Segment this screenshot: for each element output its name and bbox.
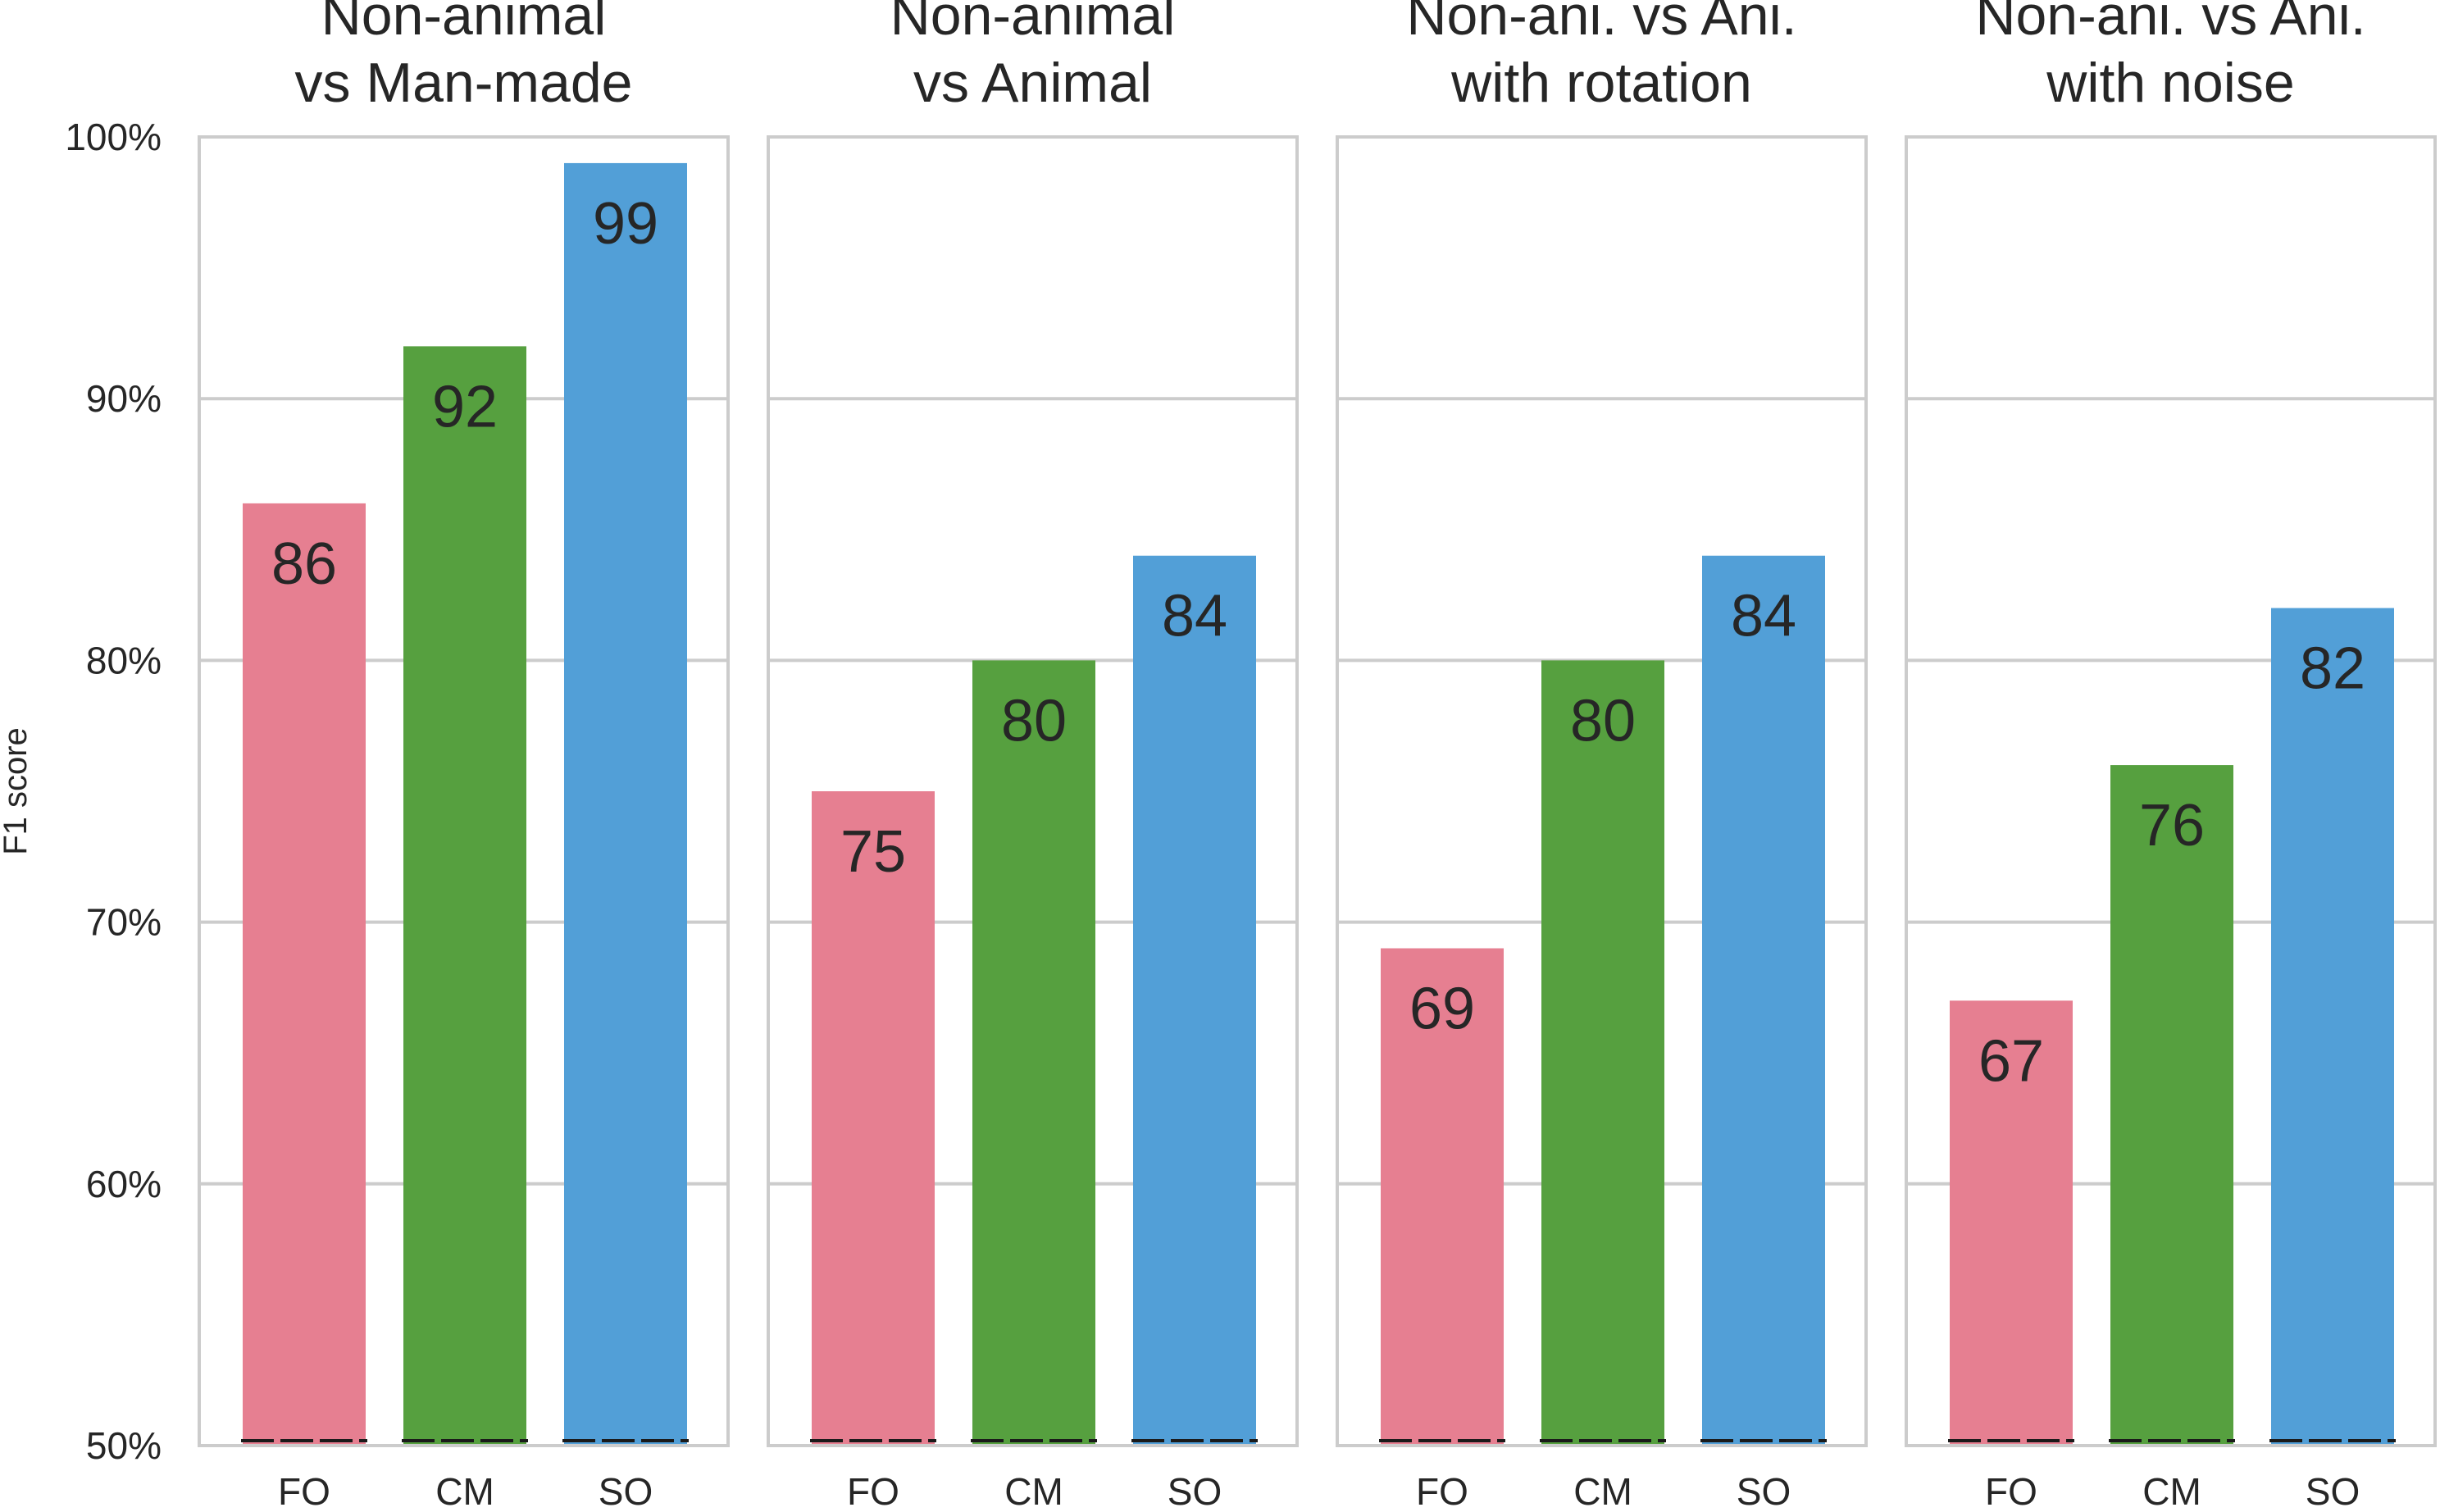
y-axis-label: F1 score	[0, 727, 34, 855]
panel-title-line1: Non-ani. vs Ani.	[1975, 0, 2365, 47]
bar-so	[1133, 555, 1256, 1446]
panel-frame	[1905, 135, 2437, 1447]
bar-value-label: 75	[840, 819, 906, 885]
x-tick-label: CM	[1004, 1470, 1063, 1508]
panel-title-line1: Non-animal	[321, 0, 607, 47]
panel-title-line2: vs Man-made	[295, 52, 633, 114]
y-tick-label: 70%	[86, 901, 162, 944]
bar-fo	[1381, 948, 1504, 1446]
y-tick-label: 100%	[65, 116, 162, 158]
x-tick-label: FO	[1416, 1470, 1468, 1508]
bar-value-label: 69	[1409, 977, 1475, 1042]
x-tick-label: SO	[1168, 1470, 1222, 1508]
panel-title-line2: with rotation	[1450, 52, 1752, 114]
bar-cm	[2110, 765, 2233, 1446]
bar-fo	[243, 503, 366, 1446]
x-tick-label: SO	[2306, 1470, 2360, 1508]
bar-value-label: 84	[1731, 584, 1796, 649]
x-tick-label: FO	[278, 1470, 330, 1508]
x-tick-label: CM	[2142, 1470, 2201, 1508]
panel-frame	[1336, 135, 1868, 1447]
panel-title-line2: vs Animal	[913, 52, 1152, 114]
y-tick-label: 50%	[86, 1424, 162, 1467]
bar-cm	[403, 346, 526, 1446]
x-tick-label: FO	[847, 1470, 899, 1508]
y-tick-label: 80%	[86, 639, 162, 681]
panel-title-line1: Non-animal	[890, 0, 1176, 47]
x-tick-label: SO	[599, 1470, 653, 1508]
bar-value-label: 84	[1162, 584, 1227, 649]
x-tick-label: SO	[1737, 1470, 1791, 1508]
x-tick-label: CM	[1573, 1470, 1632, 1508]
y-tick-label: 60%	[86, 1163, 162, 1205]
panel-frame	[767, 135, 1299, 1447]
bar-value-label: 99	[593, 191, 658, 257]
panel-frame	[198, 135, 730, 1447]
bar-value-label: 80	[1001, 688, 1067, 754]
bar-value-label: 82	[2300, 636, 2365, 702]
bar-so	[1702, 555, 1825, 1446]
bar-value-label: 92	[432, 374, 498, 439]
x-tick-label: CM	[435, 1470, 494, 1508]
bar-value-label: 76	[2139, 793, 2205, 858]
bar-so	[2271, 608, 2394, 1446]
bar-cm	[1541, 660, 1664, 1446]
panel-title-line1: Non-ani. vs Ani.	[1406, 0, 1796, 47]
bar-value-label: 67	[1978, 1028, 2044, 1094]
panel-title-line2: with noise	[2046, 52, 2294, 114]
bar-so	[564, 162, 687, 1446]
bar-cm	[972, 660, 1095, 1446]
x-tick-label: FO	[1985, 1470, 2037, 1508]
bar-value-label: 86	[271, 531, 337, 597]
y-tick-label: 90%	[86, 377, 162, 420]
bar-fo	[1950, 1000, 2073, 1446]
bar-value-label: 80	[1570, 688, 1636, 754]
bar-fo	[812, 791, 935, 1446]
